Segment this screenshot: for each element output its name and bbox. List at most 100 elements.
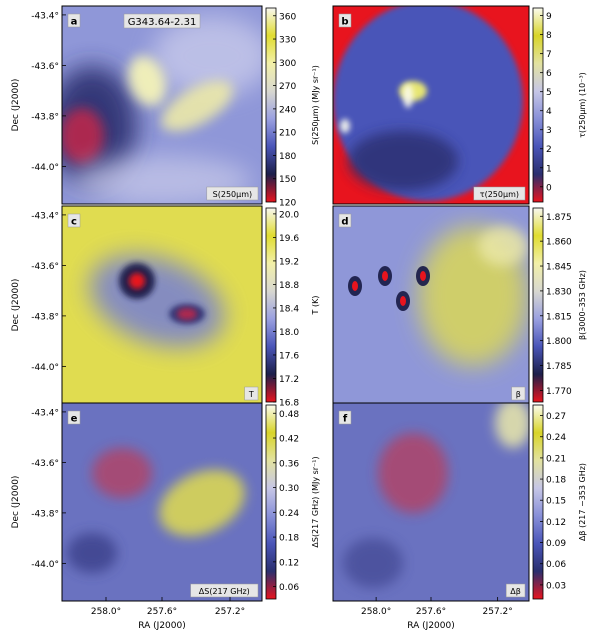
colorbar-tick-label: 2 (546, 145, 552, 155)
colorbar-tick-label: 0.18 (546, 476, 566, 486)
corner-label-box (505, 583, 526, 598)
colorbar-tick-label: 0.21 (546, 454, 566, 464)
colorbar (265, 404, 277, 600)
colorbar-tick-label: 0.12 (546, 518, 566, 528)
y-tick-label: -43.6° (31, 262, 59, 272)
y-tick-label: -43.4° (31, 408, 59, 418)
colorbar-label: Δβ (217 −353 GHz) (578, 463, 587, 541)
x-tick-label: 258.0° (361, 607, 391, 617)
colorbar-tick-label: 0.27 (546, 412, 566, 422)
panel-letter: e (71, 414, 78, 425)
colorbar-tick-label: 0.12 (279, 558, 299, 568)
x-tick-label: 257.6° (416, 607, 446, 617)
y-axis-label: Dec (J2000) (11, 279, 21, 332)
corner-label-box (473, 186, 526, 201)
colorbar-tick-label: 0.15 (546, 497, 566, 507)
corner-label-box (190, 583, 259, 598)
panel-letter: a (71, 17, 78, 28)
colorbar-tick-label: 7 (546, 50, 552, 60)
panel-letter-box (67, 410, 81, 425)
colorbar-tick-label: 240 (279, 105, 296, 115)
panel-e: e ΔS(217 GHz) -43.4° -43.6° -43.8° -44.0° Dec … (11, 402, 320, 631)
x-tick-label: 257.2° (215, 607, 245, 617)
colorbar (265, 7, 277, 203)
colorbar-tick-label: 1.830 (546, 287, 572, 297)
colorbar-tick-label: 0.03 (546, 581, 566, 591)
y-tick-label: -43.8° (31, 312, 59, 322)
panel-letter-box (67, 213, 81, 228)
colorbar-tick-label: 1.785 (546, 362, 572, 372)
colorbar-tick-label: 150 (279, 175, 296, 185)
colorbar-tick-label: 17.6 (279, 351, 299, 361)
colorbar-tick-label: 120 (279, 199, 296, 209)
colorbar-tick-label: 300 (279, 59, 296, 69)
panel-c: c T -43.4° -43.6° -43.8° -44.0° Dec (J2000) 16.… (11, 205, 320, 409)
corner-label-box (244, 386, 259, 401)
colorbar-tick-label: 3 (546, 126, 552, 136)
colorbar-tick-label: 1.815 (546, 312, 572, 322)
colorbar-tick-label: 18.8 (279, 281, 299, 291)
colorbar-tick-label: 0.24 (546, 433, 566, 443)
colorbar-tick-label: 17.2 (279, 375, 299, 385)
colorbar-tick-label: 1.875 (546, 213, 572, 223)
y-tick-label: -43.4° (31, 11, 59, 21)
panel-d: d β 1.770 1.785 1.800 1.815 1.830 1.845 1.860 1.8… (332, 205, 587, 405)
corner-label: β (516, 390, 521, 399)
map-image-b (333, 6, 529, 204)
y-tick-label: -43.4° (31, 211, 59, 221)
colorbar-tick-label: 270 (279, 82, 296, 92)
colorbar-tick-label: 1.770 (546, 387, 572, 397)
colorbar-tick-label: 0.42 (279, 435, 299, 445)
panel-title-box (123, 13, 201, 29)
colorbar-tick-label: 330 (279, 36, 296, 46)
y-tick-label: -43.6° (31, 62, 59, 72)
colorbar-tick-label: 0.30 (279, 484, 299, 494)
panel-letter-box (338, 410, 352, 425)
panel-f: f Δβ 258.0° 257.6° 257.2° RA (J2000) 0.03 0.06 0… (332, 402, 587, 631)
colorbar-tick-label: 180 (279, 152, 296, 162)
x-tick-label: 258.0° (91, 607, 121, 617)
y-tick-label: -44.0° (31, 560, 59, 570)
map-image-d (333, 206, 529, 404)
colorbar-tick-label: 0.18 (279, 534, 299, 544)
colorbar-tick-label: 0.06 (279, 583, 299, 593)
x-axis-label: RA (J2000) (407, 621, 455, 631)
panel-a: a G343.64-2.31 S(250μm) -43.4° -43.6° -43.8° -… (11, 5, 320, 209)
colorbar-tick-label: 8 (546, 31, 552, 41)
colorbar-tick-label: 1.860 (546, 238, 572, 248)
colorbar-tick-label: 210 (279, 129, 296, 139)
colorbar-label: T (K) (311, 296, 320, 316)
panel-letter: d (341, 217, 348, 228)
colorbar-tick-label: 4 (546, 107, 552, 117)
y-tick-label: -43.8° (31, 509, 59, 519)
colorbar-tick-label: 0.09 (546, 539, 566, 549)
panel-letter: b (341, 17, 348, 28)
colorbar-tick-label: 1.800 (546, 337, 572, 347)
colorbar-tick-label: 0.24 (279, 509, 299, 519)
panel-letter: f (343, 414, 348, 425)
panel-title: G343.64-2.31 (128, 17, 197, 28)
y-tick-label: -43.6° (31, 459, 59, 469)
panel-letter-box (338, 213, 352, 228)
y-axis-label: Dec (J2000) (11, 79, 21, 132)
map-image-c (62, 206, 262, 404)
panel-letter: c (71, 217, 77, 228)
colorbar-tick-label: 6 (546, 69, 552, 79)
colorbar-tick-label: 19.2 (279, 257, 299, 267)
colorbar-tick-label: 0.06 (546, 560, 566, 570)
y-tick-label: -43.8° (31, 112, 59, 122)
colorbar-label: S(250μm) (MJy sr⁻¹) (311, 65, 320, 145)
colorbar (532, 7, 544, 203)
map-image-a (62, 6, 262, 204)
map-image-e (62, 403, 262, 601)
colorbar-label: ΔS(217 GHz) (MJy sr⁻¹) (311, 456, 320, 547)
x-axis-label: RA (J2000) (138, 621, 186, 631)
corner-label: Δβ (510, 587, 521, 596)
y-tick-label: -44.0° (31, 163, 59, 173)
colorbar-tick-label: 19.6 (279, 234, 299, 244)
y-tick-label: -44.0° (31, 363, 59, 373)
colorbar (265, 207, 277, 403)
colorbar-tick-label: 1 (546, 164, 552, 174)
colorbar-tick-label: 0.36 (279, 459, 299, 469)
